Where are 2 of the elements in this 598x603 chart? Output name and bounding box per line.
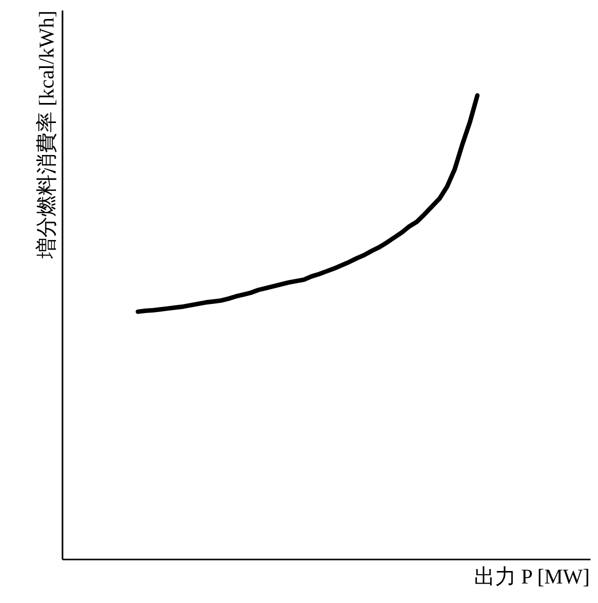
x-axis-title: 出力 P [MW]	[474, 564, 590, 588]
y-axis-title: 増分燃料消費率 [kcal/kWh]	[34, 10, 58, 260]
